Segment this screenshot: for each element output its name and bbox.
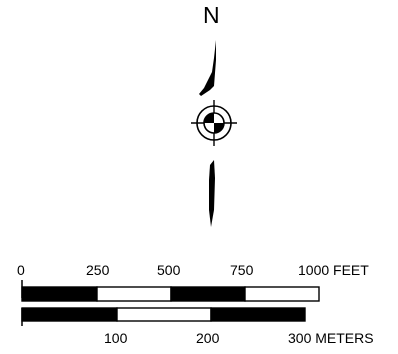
feet-segment-2 — [170, 286, 246, 302]
north-arrow-upper-blade — [199, 28, 216, 96]
feet-segment-1 — [96, 286, 172, 302]
feet-tick-label-1000: 1000 FEET — [298, 262, 369, 278]
north-arrow-icon — [191, 28, 237, 227]
feet-tick-label-250: 250 — [86, 262, 110, 278]
feet-segment-3 — [244, 286, 320, 302]
north-label: N — [203, 2, 220, 28]
scale-bars — [21, 280, 320, 326]
feet-tick-label-0: 0 — [17, 262, 25, 278]
feet-tick-label-750: 750 — [230, 262, 254, 278]
feet-segment-0 — [21, 286, 98, 302]
north-arrow-lower-blade — [209, 160, 215, 227]
feet-tick-label-500: 500 — [157, 262, 181, 278]
compass-quadrant-se — [214, 123, 224, 133]
compass-quadrant-nw — [204, 113, 214, 123]
meters-segment-1 — [116, 307, 212, 322]
meters-tick-label-100: 100 — [104, 330, 128, 346]
meters-segment-0 — [21, 307, 118, 322]
meters-segment-2 — [210, 307, 306, 322]
meters-tick-label-200: 200 — [196, 330, 220, 346]
meters-tick-label-300: 300 METERS — [288, 330, 374, 346]
